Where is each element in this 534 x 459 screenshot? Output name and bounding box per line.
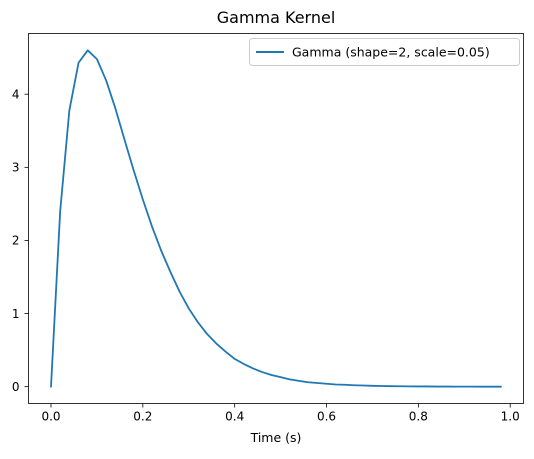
y-tick-label: 4 — [12, 87, 20, 101]
legend: Gamma (shape=2, scale=0.05) — [250, 39, 520, 66]
y-tick-label: 0 — [12, 380, 20, 394]
y-tick-label: 1 — [12, 307, 20, 321]
legend-label: Gamma (shape=2, scale=0.05) — [292, 45, 490, 60]
x-tick-label: 0.4 — [225, 410, 244, 424]
y-tick-label: 2 — [12, 234, 20, 248]
x-axis-label: Time (s) — [250, 430, 302, 445]
chart-title: Gamma Kernel — [217, 8, 336, 27]
x-tick-label: 0.8 — [409, 410, 428, 424]
x-tick-label: 0.0 — [41, 410, 60, 424]
x-tick-label: 0.6 — [317, 410, 336, 424]
x-tick-label: 0.2 — [133, 410, 152, 424]
y-tick-label: 3 — [12, 161, 20, 175]
x-tick-label: 1.0 — [501, 410, 520, 424]
